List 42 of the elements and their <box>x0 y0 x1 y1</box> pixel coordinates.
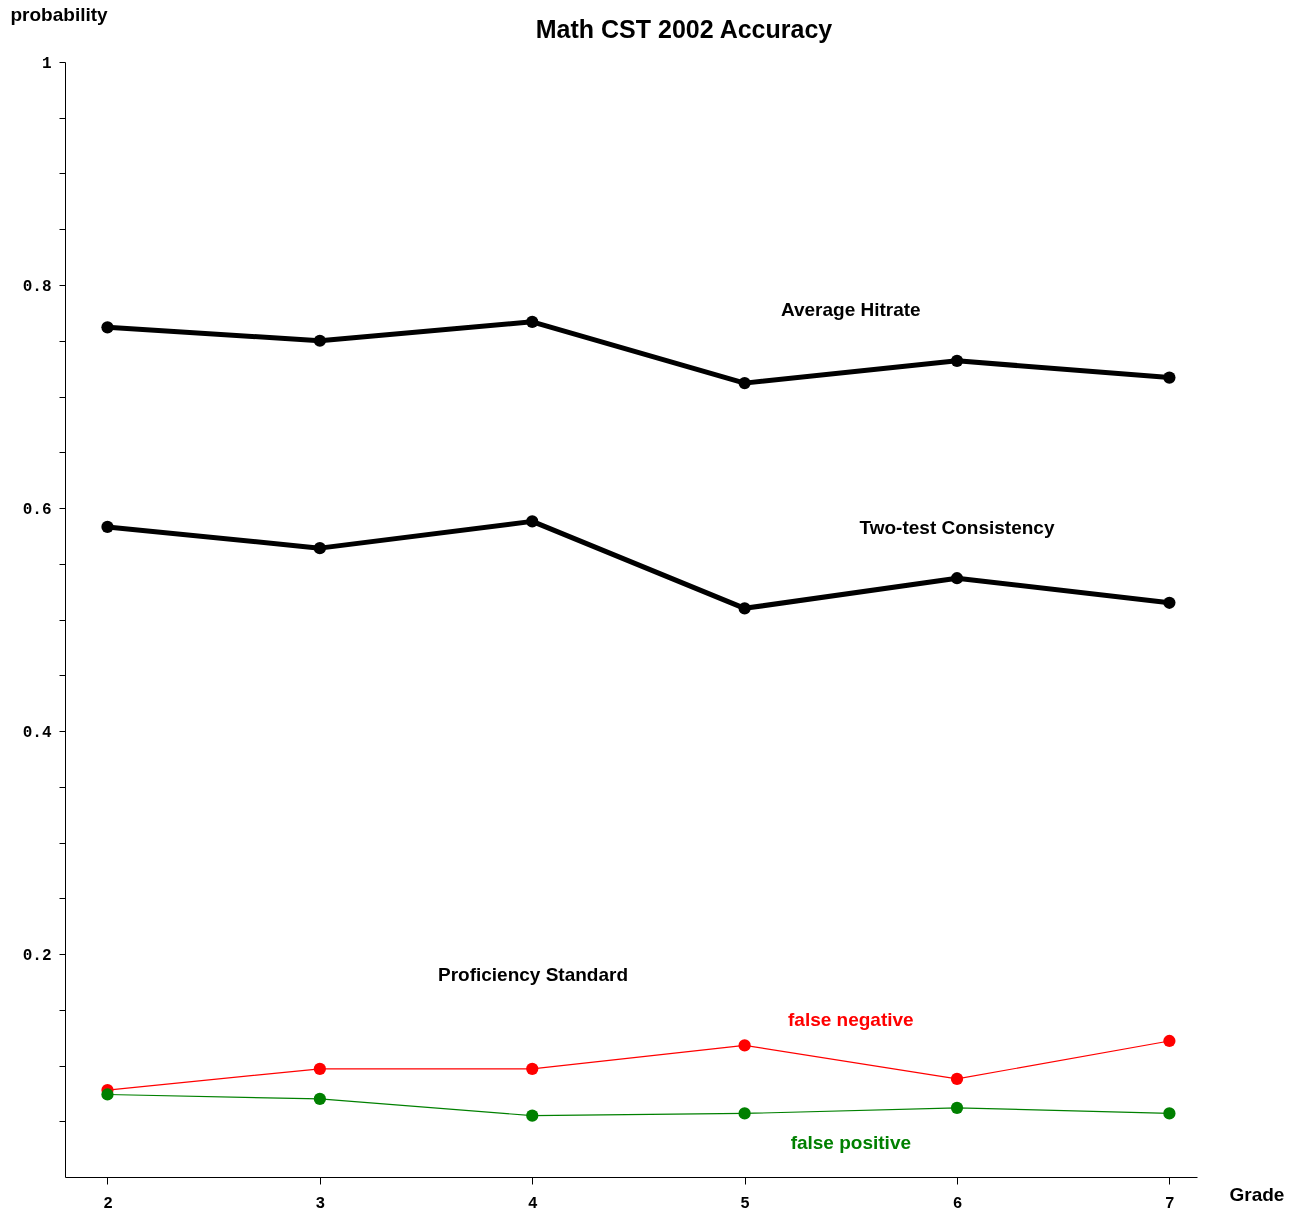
point <box>950 1072 964 1085</box>
text: Two-test Consistency <box>859 517 1055 539</box>
point <box>526 515 539 528</box>
x-tick-label: 3 <box>315 1194 326 1213</box>
chart-title: Math CST 2002 Accuracy <box>535 15 833 43</box>
x-axis-title: Grade <box>1229 1183 1285 1205</box>
point <box>738 1039 751 1052</box>
point <box>101 520 114 534</box>
y-tick-label: 0.4 <box>22 723 52 742</box>
point <box>1163 596 1176 609</box>
text: Average Hitrate <box>780 298 921 320</box>
y-tick-label: 0.6 <box>22 500 52 519</box>
point <box>738 377 751 390</box>
point <box>313 334 326 347</box>
point <box>950 1101 964 1114</box>
y-tick-label: 1 <box>41 54 52 73</box>
point <box>950 572 964 585</box>
point <box>101 1088 114 1101</box>
series-label: false positive <box>790 1131 912 1153</box>
y-axis-title: probability <box>10 3 109 25</box>
x-tick-label: 2 <box>103 1194 113 1213</box>
x-tick-label: 7 <box>1165 1194 1175 1213</box>
point <box>313 1092 326 1106</box>
point <box>526 315 539 328</box>
x-tick-label: 5 <box>740 1194 750 1213</box>
point <box>526 1109 539 1122</box>
point <box>313 1062 326 1075</box>
point <box>101 321 114 334</box>
point <box>1163 1034 1176 1048</box>
point <box>1163 371 1176 384</box>
x-tick-label: 6 <box>952 1194 963 1213</box>
point <box>950 354 964 367</box>
point <box>738 602 751 615</box>
point <box>526 1062 539 1075</box>
series-label: false negative <box>787 1009 914 1031</box>
point <box>738 1107 751 1120</box>
point <box>1163 1107 1176 1120</box>
y-tick-label: 0.2 <box>22 946 52 965</box>
x-tick-label: 4 <box>527 1194 538 1213</box>
y-tick-label: 0.8 <box>22 277 52 296</box>
annotation: Proficiency Standard <box>437 964 629 985</box>
point <box>313 542 326 555</box>
